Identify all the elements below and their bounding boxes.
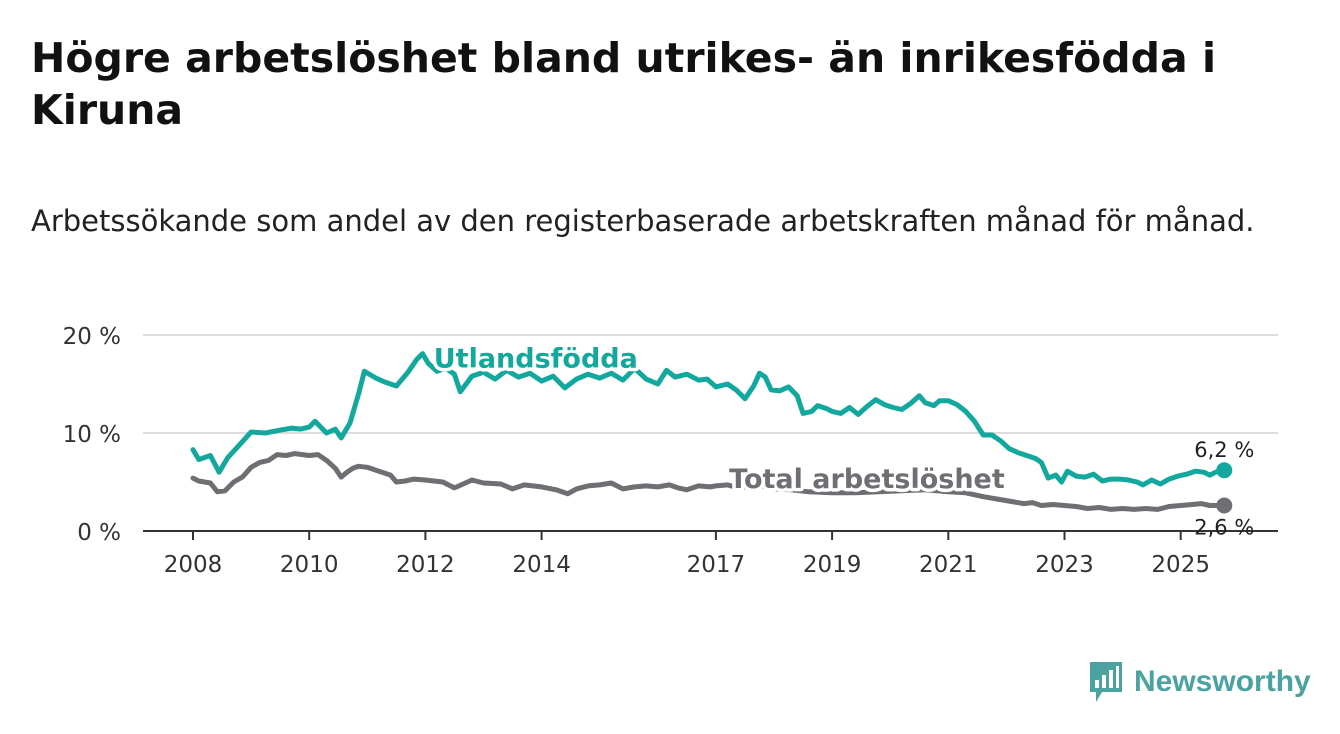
x-tick-label: 2012 — [396, 552, 455, 578]
x-tick-label: 2021 — [919, 552, 978, 578]
series-end-label: 2,6 % — [1194, 516, 1254, 540]
x-tick-label: 2025 — [1151, 552, 1210, 578]
x-tick-label: 2014 — [512, 552, 571, 578]
y-tick-label: 10 % — [63, 422, 121, 448]
series-end-label: 6,2 % — [1194, 438, 1254, 462]
series-name-label: Total arbetslöshet — [729, 464, 1005, 495]
x-tick-label: 2019 — [803, 552, 862, 578]
newsworthy-logo: Newsworthy — [1088, 660, 1311, 704]
series-line-utlandsfodda — [190, 351, 1227, 488]
line-labels: 6,2 % 2,6 % Utlandsfödda Total arbetslöshet — [430, 340, 1254, 540]
y-tick-label: 0 % — [77, 520, 121, 546]
chart-subtitle: Arbetssökande som andel av den registerb… — [31, 204, 1255, 238]
x-axis: 2008 2010 2012 2014 2017 2019 2021 2023 2025 — [143, 530, 1278, 578]
x-tick-label: 2008 — [164, 552, 223, 578]
y-tick-label: 20 % — [63, 324, 121, 350]
y-axis: 0 % 10 % 20 % — [63, 324, 121, 546]
series-line-total — [190, 451, 1227, 512]
bar-chart-icon — [1090, 662, 1122, 702]
series-end-marker — [1216, 497, 1233, 514]
series-end-marker — [1216, 462, 1233, 479]
logo-text: Newsworthy — [1134, 665, 1311, 698]
x-tick-label: 2017 — [687, 552, 746, 578]
x-tick-label: 2023 — [1035, 552, 1094, 578]
series — [190, 351, 1233, 514]
series-name-label: Utlandsfödda — [434, 343, 638, 374]
x-tick-label: 2010 — [280, 552, 339, 578]
chart-title: Högre arbetslöshet bland utrikes- än inr… — [31, 34, 1216, 134]
